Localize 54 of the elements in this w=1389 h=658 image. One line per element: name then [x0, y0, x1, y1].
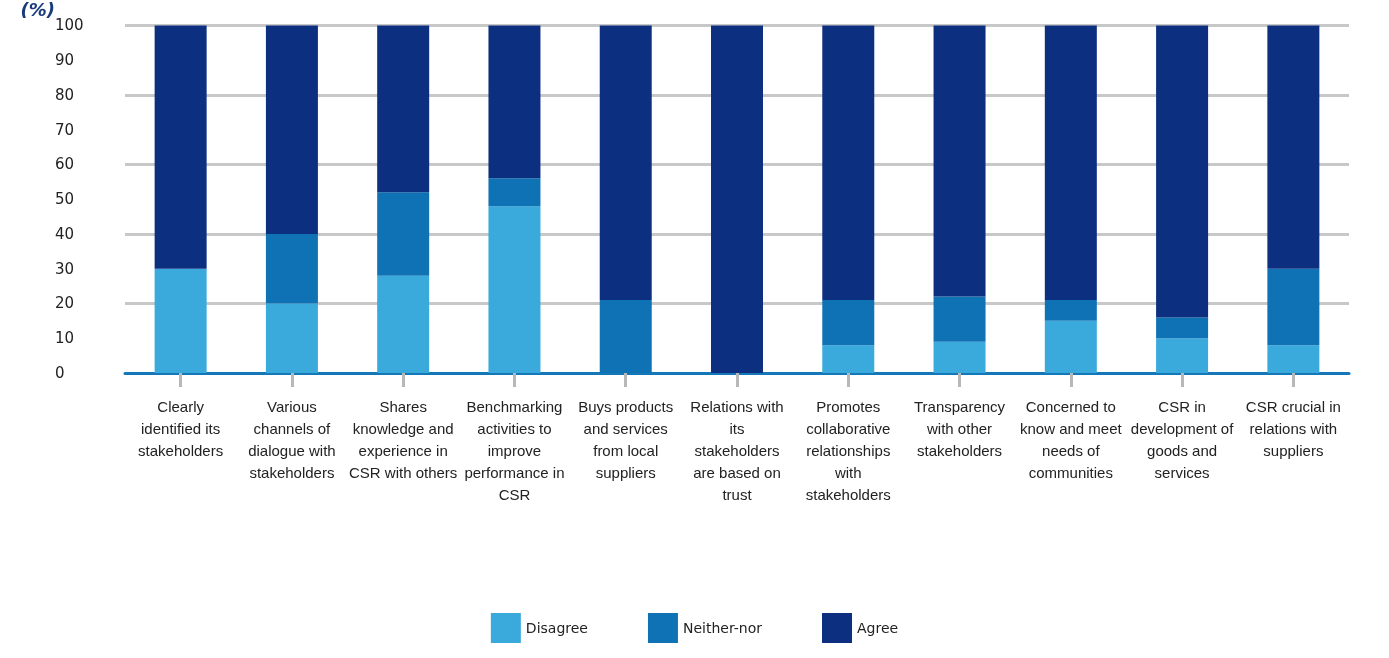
x-tick-label: Transparency with other stakeholders [913, 397, 1006, 459]
x-tick-label: CSR in development of goods and services [1130, 397, 1235, 481]
bar [711, 25, 763, 373]
y-tick-label: 20 [55, 294, 75, 313]
bar [1044, 320, 1097, 373]
bar [488, 178, 541, 207]
bar [265, 233, 318, 304]
x-tick-label: Shares knowledge and experience in CSR with others [348, 397, 458, 481]
bar [933, 296, 986, 342]
bar [1267, 345, 1320, 373]
y-axis-title: (%) [20, 0, 55, 20]
y-tick-label: 30 [55, 259, 75, 278]
bar [488, 25, 541, 179]
bar [377, 275, 430, 373]
x-tick-label: Relations with its stakeholders are based on trust [690, 397, 784, 503]
bar [377, 25, 430, 193]
bar [1044, 300, 1097, 321]
bar [822, 300, 875, 346]
bar [1156, 317, 1209, 339]
x-tick-label: Clearly identified its stakeholders [138, 397, 224, 459]
legend-label: Neither-nor [682, 620, 763, 636]
bar [822, 25, 875, 300]
x-tick-label: Benchmarking activities to improve performance in CSR [464, 397, 565, 503]
y-tick-label: 0 [55, 364, 65, 382]
bar [377, 192, 430, 276]
bar [822, 345, 875, 373]
bar [265, 25, 318, 234]
bar [154, 25, 207, 269]
y-tick-label: 70 [55, 120, 75, 139]
y-tick-label: 80 [55, 85, 75, 104]
x-tick-label: Concerned to know and meet needs of communities [1019, 397, 1123, 481]
bar [488, 206, 541, 373]
bar [1267, 25, 1320, 269]
bar [265, 303, 318, 373]
x-tick-label: CSR crucial in relations with suppliers [1245, 397, 1341, 459]
y-tick-label: 90 [55, 51, 75, 70]
bar [599, 25, 652, 300]
bar [1267, 268, 1320, 346]
y-tick-label: 40 [55, 224, 75, 243]
bar [933, 25, 986, 297]
x-tick-label: Various channels of dialogue with stakeholders [248, 397, 336, 481]
y-tick-label: 60 [55, 155, 75, 174]
bar [154, 268, 207, 373]
bar [1044, 25, 1097, 300]
bar [933, 341, 986, 373]
x-tick-label: Promotes collaborative relationships with stakeholders [805, 397, 891, 503]
y-tick-label: 10 [55, 329, 75, 348]
bar [1156, 25, 1209, 318]
legend-label: Disagree [525, 620, 588, 636]
x-tick-label: Buys products and services from local suppliers [578, 397, 674, 481]
bar [1156, 338, 1209, 373]
legend-label: Agree [857, 620, 899, 636]
y-tick-label: 100 [55, 16, 84, 35]
y-tick-label: 50 [55, 190, 75, 209]
